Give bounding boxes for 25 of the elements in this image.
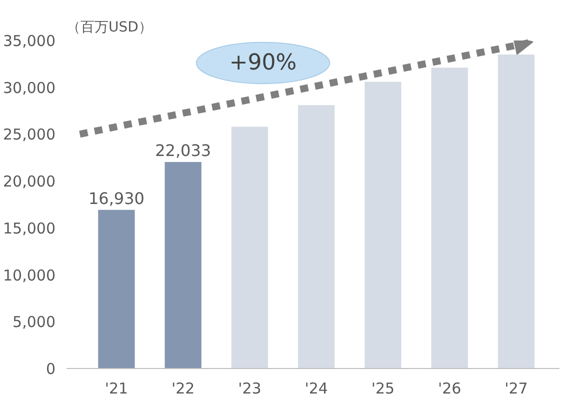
- bar: [98, 210, 135, 368]
- bar: [431, 68, 468, 368]
- bar: [164, 162, 202, 368]
- y-tick-label: 35,000: [3, 32, 56, 50]
- y-axis-title: （百万USD）: [66, 20, 152, 36]
- y-tick-label: 10,000: [3, 266, 56, 284]
- x-tick-label: '21: [104, 380, 128, 398]
- y-tick-label: 15,000: [3, 219, 56, 238]
- annotation: +90%: [229, 50, 297, 76]
- data-label: 22,033: [155, 141, 212, 160]
- y-tick-label: 30,000: [3, 78, 56, 97]
- y-tick-label: 20,000: [3, 172, 56, 191]
- y-tick-label: 25,000: [3, 126, 56, 144]
- x-tick-label: '26: [438, 380, 462, 398]
- x-tick-label: '24: [304, 380, 328, 398]
- bar: [231, 126, 268, 368]
- bar: [364, 82, 402, 368]
- x-tick-label: '25: [371, 380, 395, 398]
- bar: [298, 105, 335, 368]
- x-tick-label: '23: [238, 380, 262, 398]
- y-tick-label: 0: [46, 360, 56, 378]
- x-tick-label: '27: [504, 380, 528, 398]
- x-tick-label: '22: [171, 380, 195, 398]
- data-label: 16,930: [88, 188, 144, 208]
- y-tick-label: 5,000: [12, 313, 56, 332]
